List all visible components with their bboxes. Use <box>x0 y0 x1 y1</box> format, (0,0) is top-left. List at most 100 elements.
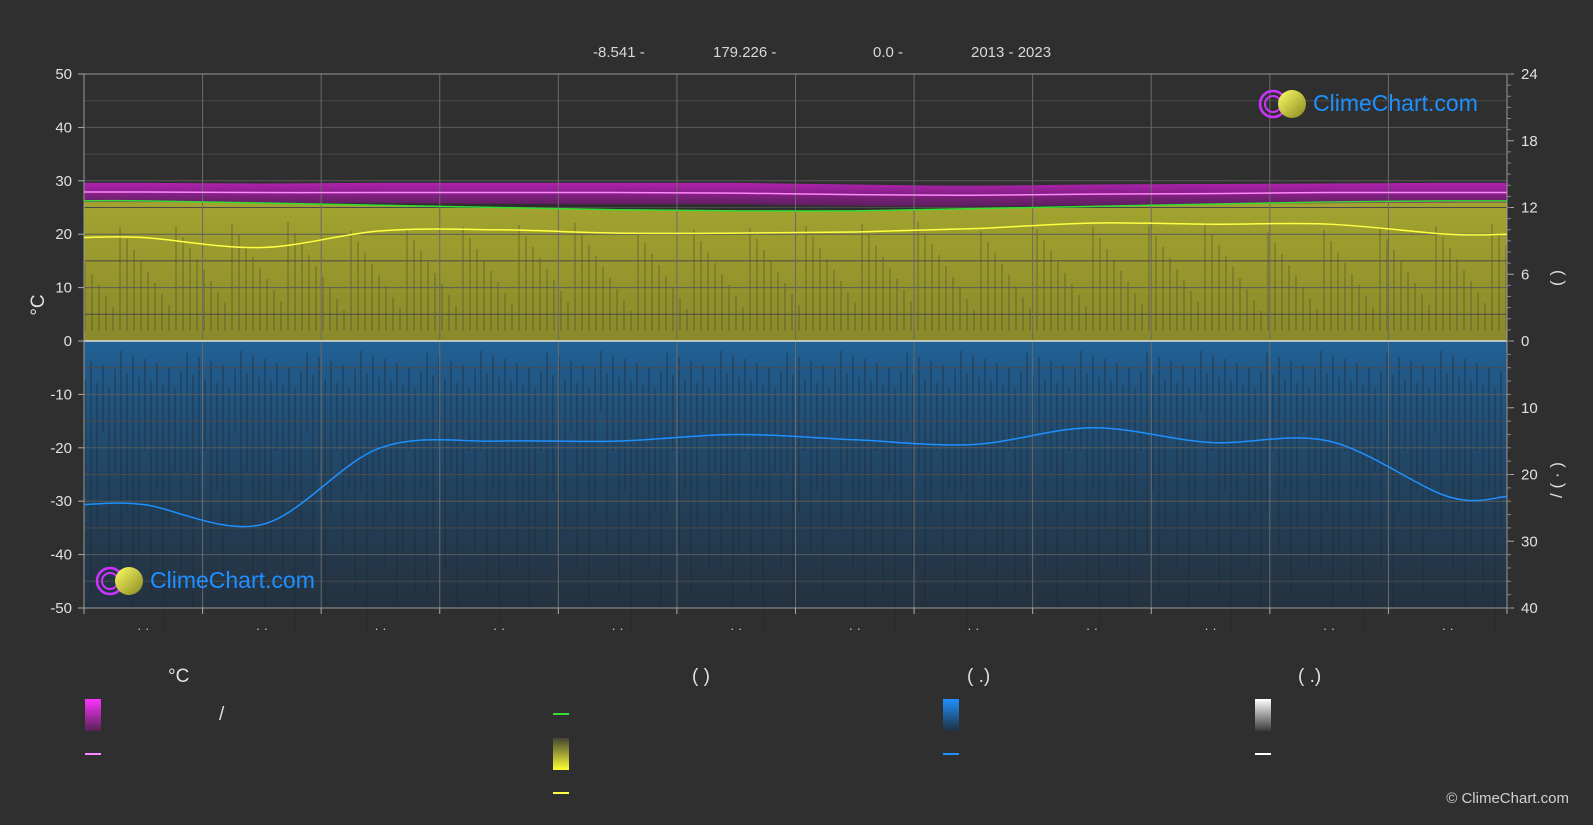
legend-snow-heading: ( .) <box>1298 666 1322 687</box>
sunshine-texture <box>1078 295 1080 331</box>
sunshine-texture <box>952 277 954 331</box>
sunshine-texture <box>119 228 121 331</box>
precipitation-texture <box>684 379 686 491</box>
precipitation-texture <box>1218 377 1220 591</box>
sunshine-texture <box>1337 252 1339 331</box>
precipitation-texture <box>1236 363 1238 531</box>
sunshine-texture <box>1134 293 1136 331</box>
sunshine-texture <box>917 222 919 331</box>
x-tick-label: · · <box>1442 621 1454 636</box>
sunshine-texture <box>1323 230 1325 331</box>
sunshine-texture <box>1155 236 1157 331</box>
y-right-precip-tick-label: 10 <box>1521 400 1538 417</box>
sunshine-texture <box>1050 251 1052 331</box>
precipitation-texture <box>1260 371 1262 611</box>
sunshine-texture <box>1505 246 1507 331</box>
precipitation-texture <box>564 379 566 531</box>
precipitation-texture <box>660 371 662 611</box>
precipitation-texture <box>246 373 248 471</box>
sunshine-texture <box>483 260 485 331</box>
precipitation-texture <box>252 355 254 571</box>
y-left-tick-label: 10 <box>55 280 72 297</box>
sunshine-texture <box>420 251 422 331</box>
sunshine-texture <box>1232 267 1234 331</box>
precipitation-texture <box>318 357 320 471</box>
sunshine-texture <box>819 248 821 331</box>
precipitation-texture <box>1212 355 1214 451</box>
sunshine-texture <box>672 287 674 331</box>
sunshine-texture <box>154 283 156 331</box>
precipitation-texture <box>1344 359 1346 451</box>
sunshine-texture <box>1253 300 1255 331</box>
sunshine-texture <box>448 295 450 331</box>
sunshine-texture <box>455 306 457 331</box>
precipitation-texture <box>1242 385 1244 471</box>
precipitation-texture <box>402 385 404 551</box>
precipitation-texture <box>822 365 824 591</box>
x-tick-label: · · <box>849 621 861 636</box>
precipitation-texture <box>108 387 110 571</box>
sunshine-texture <box>133 250 135 331</box>
precipitation-texture <box>324 379 326 611</box>
sunshine-texture <box>714 263 716 331</box>
precipitation-texture <box>1356 363 1358 491</box>
sunshine-texture <box>1330 241 1332 331</box>
daylight-line <box>83 199 1508 212</box>
y-right-precip-axis-label: / ( · ) <box>1547 462 1566 498</box>
sunshine-texture <box>889 268 891 331</box>
brand-logo-top[interactable]: ClimeChart.com <box>1258 88 1498 120</box>
sunshine-texture <box>994 253 996 331</box>
precipitation-texture <box>918 357 920 471</box>
sunshine-texture <box>693 230 695 331</box>
header-latitude: -8.541 - <box>593 44 645 61</box>
precipitation-texture <box>966 373 968 631</box>
precipitation-texture <box>876 363 878 451</box>
precipitation-texture <box>762 385 764 631</box>
precipitation-texture <box>1074 369 1076 551</box>
precipitation-texture <box>474 369 476 551</box>
precipitation-texture <box>342 365 344 551</box>
sunshine-texture <box>1386 239 1388 331</box>
precipitation-texture <box>378 377 380 471</box>
precipitation-texture <box>708 387 710 571</box>
precipitation-texture <box>1002 385 1004 551</box>
precipitation-texture <box>894 389 896 631</box>
copyright[interactable]: © ClimeChart.com <box>1446 790 1569 807</box>
precipitation-texture <box>612 355 614 451</box>
sunshine-texture <box>476 249 478 331</box>
precipitation-texture <box>1386 353 1388 471</box>
sunshine-texture <box>1015 286 1017 331</box>
sunshine-texture <box>1099 238 1101 331</box>
sunshine-texture <box>196 259 198 331</box>
sunshine-texture <box>1491 224 1493 331</box>
sunshine-texture <box>1316 309 1318 331</box>
brand-logo-bottom[interactable]: ClimeChart.com <box>95 565 335 597</box>
precipitation-texture <box>1476 363 1478 451</box>
precipitation-texture <box>546 353 548 551</box>
sunshine-texture <box>882 257 884 331</box>
sunshine-texture <box>847 292 849 331</box>
sunshine-texture <box>546 269 548 331</box>
legend-sunshine-heading: ( ) <box>692 666 710 687</box>
precipitation-texture <box>228 387 230 531</box>
x-tick-label: · · <box>730 621 742 636</box>
precipitation-texture <box>294 389 296 631</box>
sunshine-texture <box>504 293 506 331</box>
sunshine-texture <box>686 309 688 331</box>
sunshine-texture <box>434 273 436 331</box>
sunshine-texture <box>1344 263 1346 331</box>
precipitation-texture <box>306 353 308 431</box>
sunshine-texture <box>812 237 814 331</box>
sunshine-texture <box>1428 305 1430 331</box>
sunshine-texture <box>203 270 205 331</box>
precipitation-texture <box>492 355 494 491</box>
sunshine-texture <box>1302 287 1304 331</box>
sunshine-texture <box>525 236 527 331</box>
precipitation-texture <box>1380 371 1382 571</box>
sunshine-texture <box>770 261 772 331</box>
precipitation-texture <box>882 385 884 591</box>
y-right-sun-axis-label: ( ) <box>1547 270 1566 286</box>
sunshine-texture <box>861 224 863 331</box>
precipitation-texture <box>780 371 782 571</box>
sunshine-texture <box>161 294 163 331</box>
